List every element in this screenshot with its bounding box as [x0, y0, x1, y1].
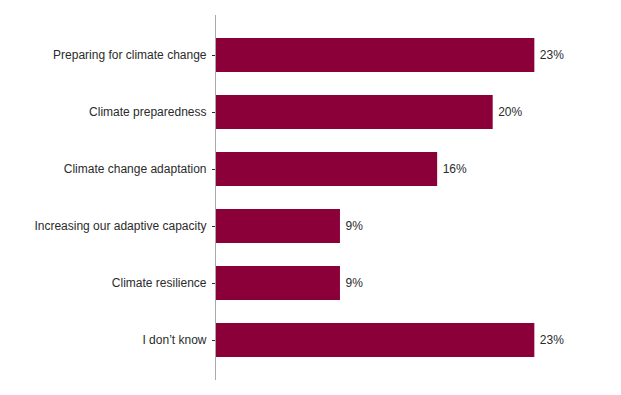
svg-text:Climate preparedness: Climate preparedness — [89, 105, 206, 119]
svg-text:Climate resilience: Climate resilience — [112, 276, 207, 290]
svg-text:Preparing for climate change: Preparing for climate change — [53, 48, 207, 62]
svg-text:Climate change adaptation: Climate change adaptation — [64, 162, 207, 176]
svg-text:Increasing our adaptive capaci: Increasing our adaptive capacity — [34, 219, 206, 233]
svg-text:I don’t know: I don’t know — [142, 333, 206, 347]
svg-text:23%: 23% — [540, 333, 564, 347]
svg-text:20%: 20% — [498, 105, 522, 119]
svg-text:23%: 23% — [540, 48, 564, 62]
svg-text:9%: 9% — [345, 219, 363, 233]
svg-text:9%: 9% — [345, 276, 363, 290]
svg-text:16%: 16% — [443, 162, 467, 176]
